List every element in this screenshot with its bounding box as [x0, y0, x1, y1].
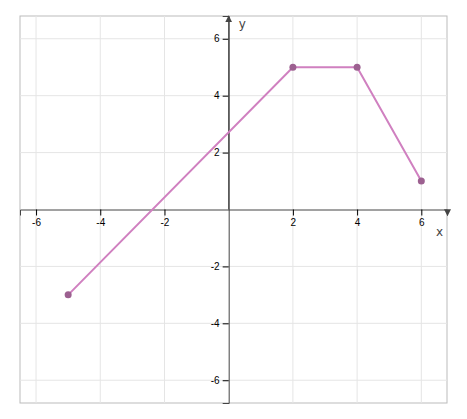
y-grid-line: [20, 266, 447, 267]
x-axis-tick-mark: [357, 210, 358, 216]
y-axis-tick-mark: [223, 266, 229, 267]
y-axis-tick: -6: [211, 375, 229, 386]
x-axis-tick-mark: [421, 210, 422, 216]
y-axis-tick: 6: [214, 33, 229, 44]
plot-frame: [20, 16, 447, 403]
chart: -6-4-2246-6-4-2246xy: [0, 0, 467, 419]
line: [68, 67, 421, 295]
y-axis-tick-mark: [223, 153, 229, 154]
x-axis-tick-mark: [164, 210, 165, 216]
x-axis-tick-label: -2: [161, 217, 170, 228]
y-axis-tick: 2: [214, 147, 229, 158]
x-axis-tick: 4: [355, 210, 361, 228]
y-axis-tick: -2: [211, 261, 229, 272]
x-axis: -6 -4 -2 2 4 6: [21, 210, 448, 228]
x-axis-label: x: [436, 225, 443, 239]
x-axis-tick-label: 6: [419, 217, 425, 228]
x-axis-tick-mark: [100, 210, 101, 216]
y-axis-tick-label: 2: [214, 147, 220, 158]
y-axis-tick-mark: [223, 380, 229, 381]
x-axis-tick: 2: [291, 210, 297, 228]
y-axis-line: [223, 17, 230, 404]
y-axis-tick-label: 4: [214, 90, 220, 101]
grid: [20, 16, 447, 403]
x-axis-line: [21, 210, 448, 216]
point: [65, 291, 72, 298]
x-axis-tick-label: 2: [291, 217, 297, 228]
y-axis-tick-mark: [223, 323, 229, 324]
x-axis-tick: -6: [32, 210, 41, 228]
x-axis-tick: -4: [96, 210, 105, 228]
y-grid-line: [20, 323, 447, 324]
marks: [65, 64, 425, 299]
y-axis-tick-label: 6: [214, 33, 220, 44]
x-axis-tick-label: 4: [355, 217, 361, 228]
point: [354, 64, 361, 71]
y-axis-arrow: [228, 16, 229, 210]
x-axis-tick-mark: [293, 210, 294, 216]
y-grid-line: [20, 38, 447, 39]
y-grid-line: [20, 95, 447, 96]
y-axis-tick: -4: [211, 318, 229, 329]
x-axis-tick-label: -4: [96, 217, 105, 228]
point: [418, 178, 425, 185]
plot: -6-4-2246-6-4-2246xy: [20, 16, 448, 404]
y-grid-line: [20, 380, 447, 381]
x-axis-tick: -2: [161, 210, 170, 228]
y-axis-tick-mark: [223, 96, 229, 97]
y-axis: -6 -4 -2 2 4 6: [211, 17, 229, 404]
y-grid-line: [20, 152, 447, 153]
x-axis-tick-mark: [36, 210, 37, 216]
point: [289, 64, 296, 71]
y-axis-tick-label: -6: [211, 375, 220, 386]
y-axis-tick-label: -4: [211, 318, 220, 329]
y-axis-tick: 4: [214, 90, 229, 101]
y-axis-tick-mark: [223, 39, 229, 40]
x-axis-tick-label: -6: [32, 217, 41, 228]
y-axis-tick-label: -2: [211, 261, 220, 272]
y-axis-label: y: [239, 17, 246, 31]
x-axis-tick: 6: [419, 210, 425, 228]
